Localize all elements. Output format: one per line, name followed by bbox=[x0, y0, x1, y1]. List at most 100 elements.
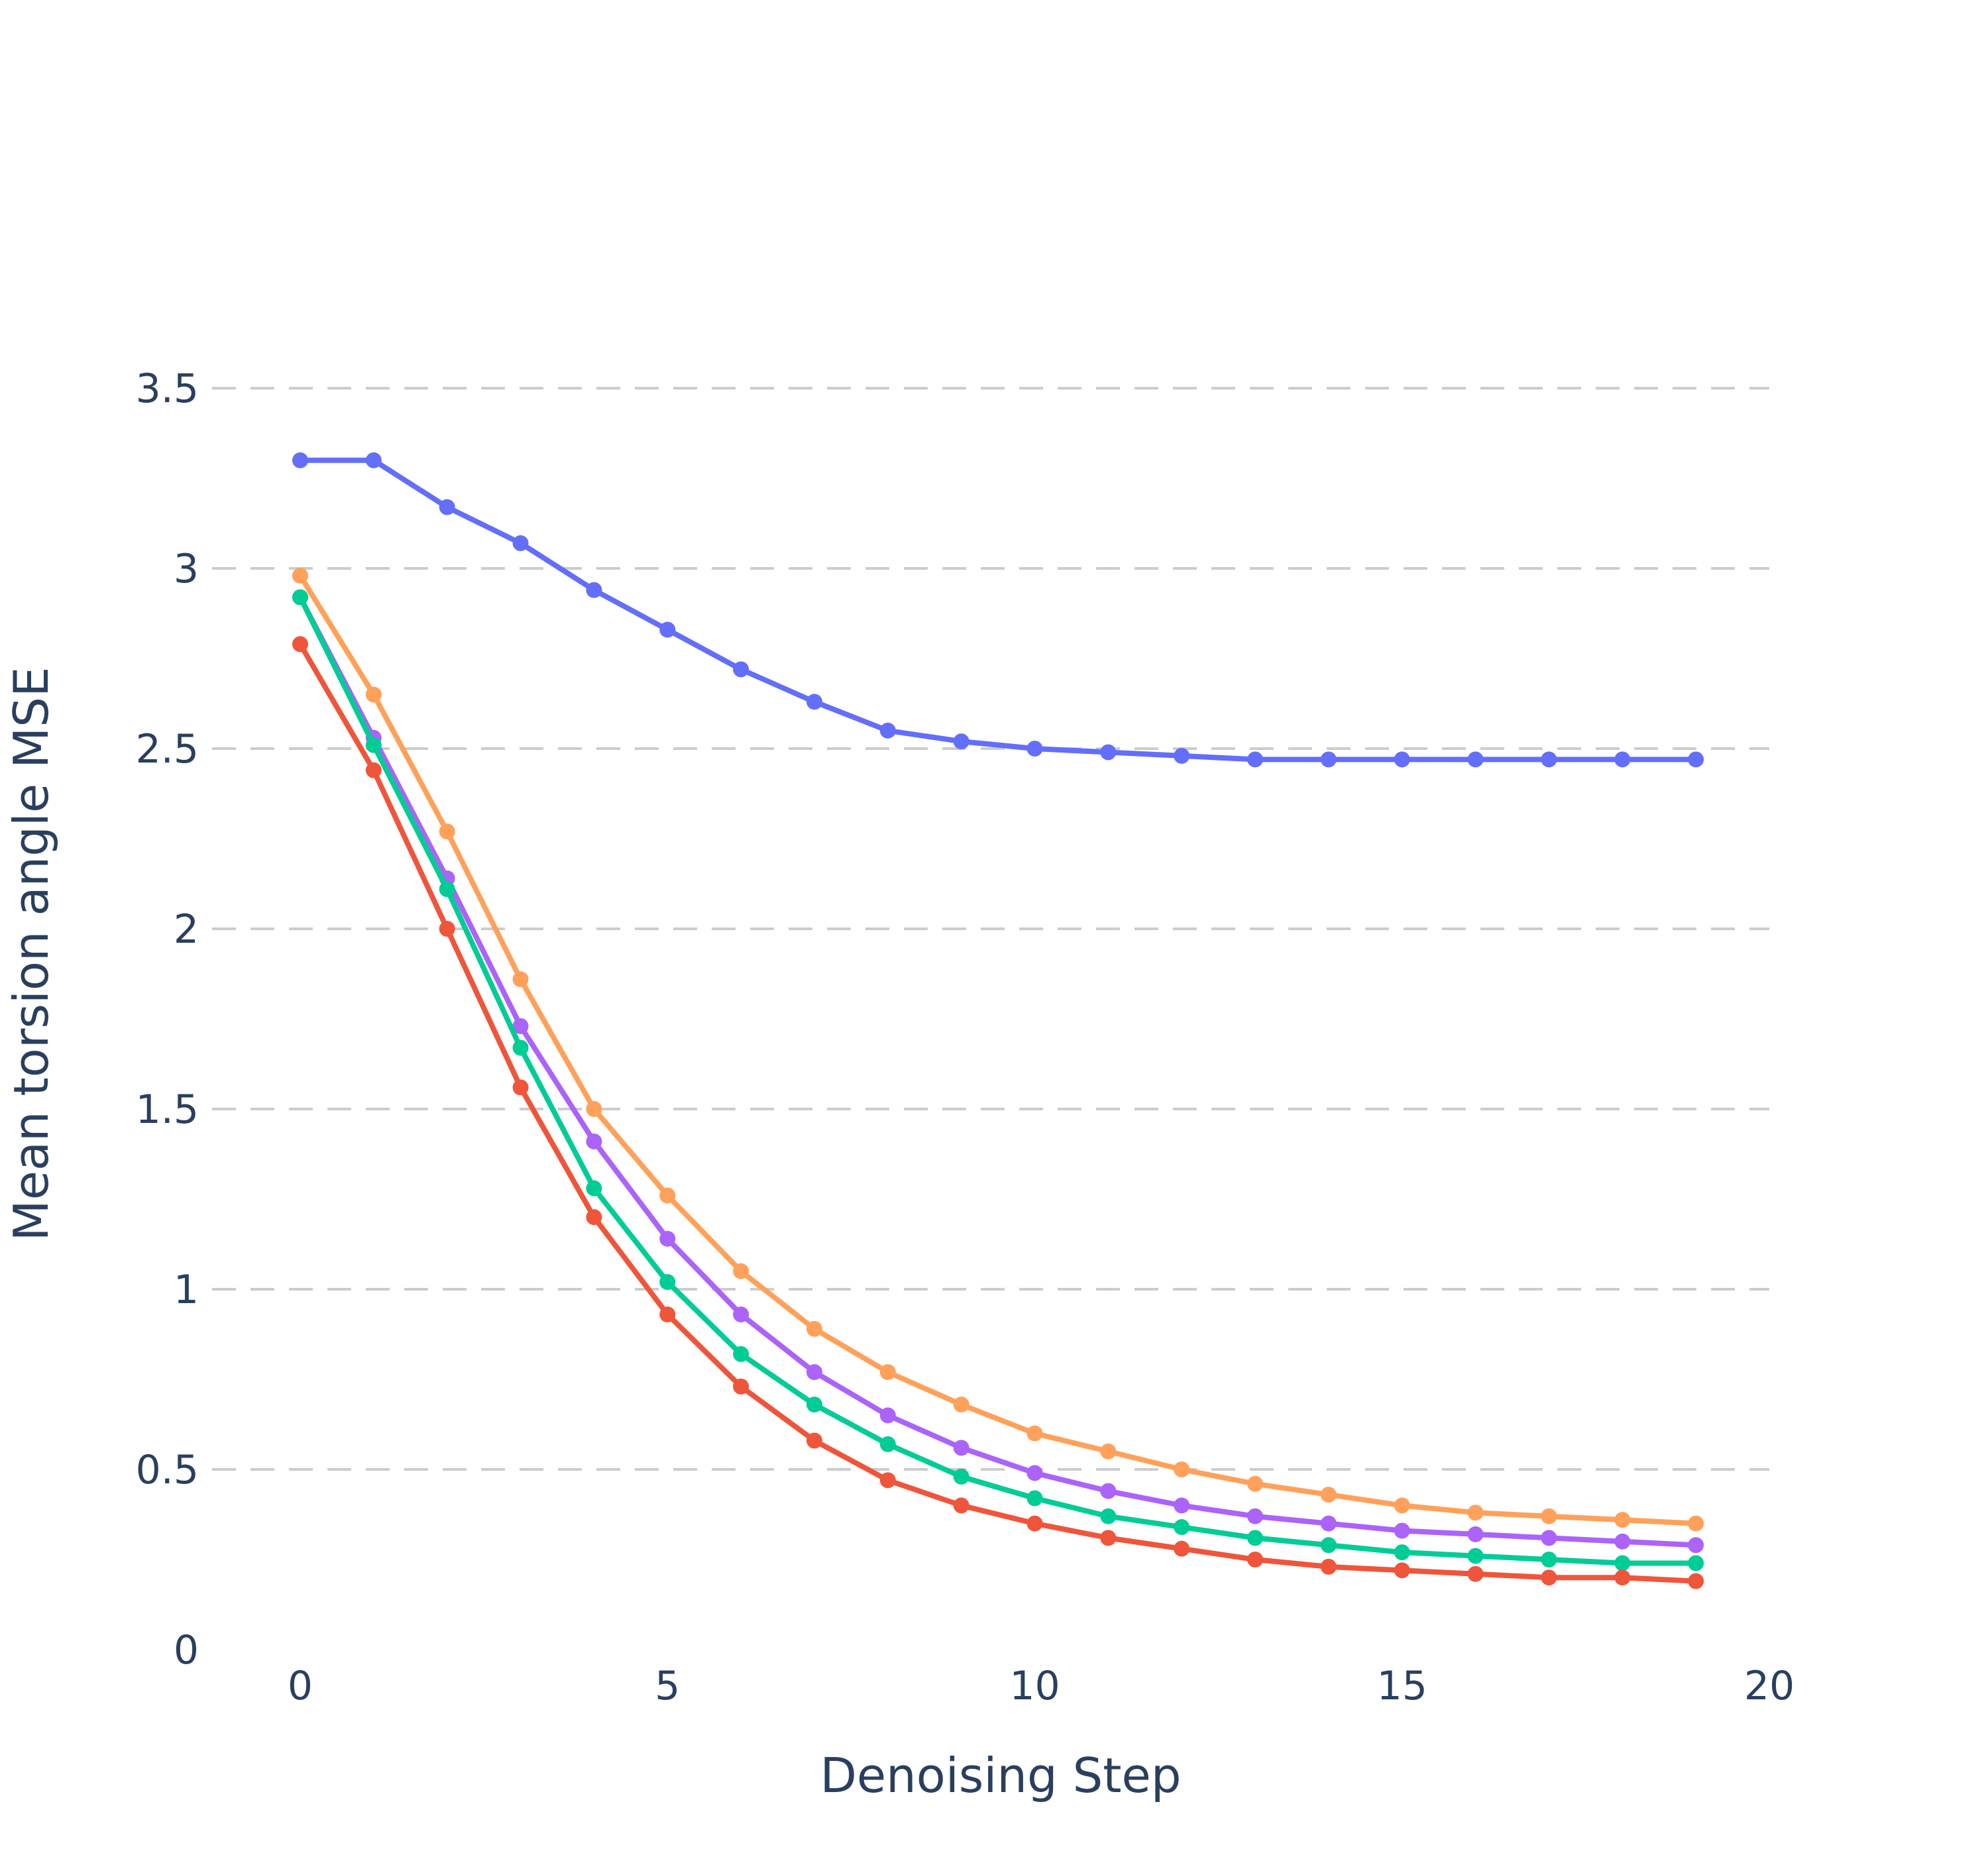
data-point bbox=[1467, 1526, 1484, 1542]
data-point bbox=[1688, 1573, 1704, 1589]
data-point bbox=[439, 881, 455, 898]
y-axis-ticks: 0 0.5 1 1.5 2 2.5 3 3.5 bbox=[136, 366, 199, 1673]
series-line bbox=[298, 457, 1699, 763]
data-point bbox=[292, 589, 309, 606]
data-point bbox=[806, 694, 822, 710]
data-point bbox=[1541, 1530, 1557, 1546]
series-group bbox=[292, 452, 1704, 1589]
y-axis-title: Mean torsion angle MSE bbox=[3, 667, 59, 1242]
data-point bbox=[879, 1472, 896, 1489]
data-point bbox=[365, 686, 382, 703]
data-point bbox=[292, 452, 309, 468]
data-point bbox=[512, 535, 529, 551]
y-tick-label: 0 bbox=[174, 1627, 199, 1673]
data-point bbox=[1247, 1552, 1264, 1567]
data-point bbox=[1614, 1569, 1631, 1586]
data-point bbox=[1247, 1530, 1264, 1546]
data-point bbox=[512, 1018, 529, 1034]
data-point bbox=[1174, 1461, 1190, 1477]
data-point bbox=[1614, 1533, 1631, 1550]
data-point bbox=[512, 1039, 529, 1056]
series-0 bbox=[292, 452, 1704, 768]
data-point bbox=[953, 1440, 969, 1456]
y-tick-label: 1.5 bbox=[136, 1086, 199, 1133]
data-point bbox=[1614, 1555, 1631, 1571]
data-point bbox=[1467, 1565, 1484, 1582]
data-point bbox=[1614, 751, 1631, 768]
data-point bbox=[292, 567, 309, 584]
data-point bbox=[733, 1378, 749, 1395]
x-tick-label: 20 bbox=[1744, 1663, 1795, 1709]
x-tick-label: 5 bbox=[655, 1663, 680, 1709]
data-point bbox=[439, 921, 455, 937]
data-point bbox=[1394, 1562, 1410, 1579]
data-point bbox=[1247, 751, 1264, 768]
series-line bbox=[298, 641, 1699, 1584]
data-point bbox=[1320, 1515, 1337, 1532]
data-point bbox=[1174, 1497, 1190, 1514]
data-point bbox=[1100, 1530, 1117, 1546]
x-axis-title: Denoising Step bbox=[820, 1748, 1181, 1803]
data-point bbox=[1688, 1555, 1704, 1571]
data-point bbox=[879, 1407, 896, 1424]
data-point bbox=[733, 1306, 749, 1323]
series-line bbox=[298, 594, 1699, 1548]
data-point bbox=[1688, 751, 1704, 768]
data-point bbox=[1174, 1540, 1190, 1557]
data-point bbox=[1394, 1497, 1410, 1514]
data-point bbox=[1026, 1465, 1043, 1481]
data-point bbox=[292, 636, 309, 653]
data-point bbox=[512, 1079, 529, 1096]
data-point bbox=[1394, 1522, 1410, 1539]
data-point bbox=[586, 582, 602, 598]
data-point bbox=[733, 661, 749, 678]
data-point bbox=[1100, 1508, 1117, 1524]
data-point bbox=[1467, 1548, 1484, 1564]
data-point bbox=[586, 1209, 602, 1226]
data-point bbox=[1467, 751, 1484, 768]
data-point bbox=[659, 1230, 676, 1247]
data-point bbox=[586, 1133, 602, 1149]
data-point bbox=[365, 737, 382, 753]
data-point bbox=[953, 733, 969, 750]
series-3 bbox=[292, 589, 1704, 1571]
data-point bbox=[1320, 1537, 1337, 1554]
data-point bbox=[1174, 747, 1190, 764]
data-point bbox=[1541, 1569, 1557, 1586]
data-point bbox=[1688, 1515, 1704, 1532]
x-axis-ticks: 0 5 10 15 20 bbox=[288, 1663, 1795, 1709]
data-point bbox=[439, 823, 455, 840]
data-point bbox=[586, 1180, 602, 1196]
data-point bbox=[806, 1320, 822, 1337]
data-point bbox=[1100, 744, 1117, 761]
data-point bbox=[659, 1274, 676, 1291]
data-point bbox=[879, 1436, 896, 1452]
x-tick-label: 15 bbox=[1377, 1663, 1427, 1709]
data-point bbox=[1026, 1425, 1043, 1442]
data-point bbox=[1394, 1544, 1410, 1561]
data-point bbox=[439, 499, 455, 515]
data-point bbox=[1247, 1475, 1264, 1492]
x-tick-label: 0 bbox=[288, 1663, 313, 1709]
y-tick-label: 1 bbox=[174, 1267, 199, 1313]
data-point bbox=[1026, 1515, 1043, 1532]
data-point bbox=[1320, 1558, 1337, 1575]
data-point bbox=[806, 1397, 822, 1413]
data-point bbox=[1247, 1508, 1264, 1524]
data-point bbox=[659, 1187, 676, 1204]
series-1 bbox=[292, 567, 1704, 1532]
data-point bbox=[659, 1306, 676, 1323]
data-point bbox=[953, 1468, 969, 1485]
y-tick-label: 2 bbox=[174, 906, 199, 953]
data-point bbox=[1026, 1490, 1043, 1507]
data-point bbox=[1100, 1443, 1117, 1459]
x-tick-label: 10 bbox=[1009, 1663, 1060, 1709]
y-tick-label: 2.5 bbox=[136, 726, 199, 772]
data-point bbox=[1394, 751, 1410, 768]
data-point bbox=[1688, 1537, 1704, 1554]
data-point bbox=[953, 1497, 969, 1514]
data-point bbox=[733, 1346, 749, 1362]
data-point bbox=[1100, 1483, 1117, 1499]
data-point bbox=[586, 1101, 602, 1117]
data-point bbox=[806, 1364, 822, 1381]
